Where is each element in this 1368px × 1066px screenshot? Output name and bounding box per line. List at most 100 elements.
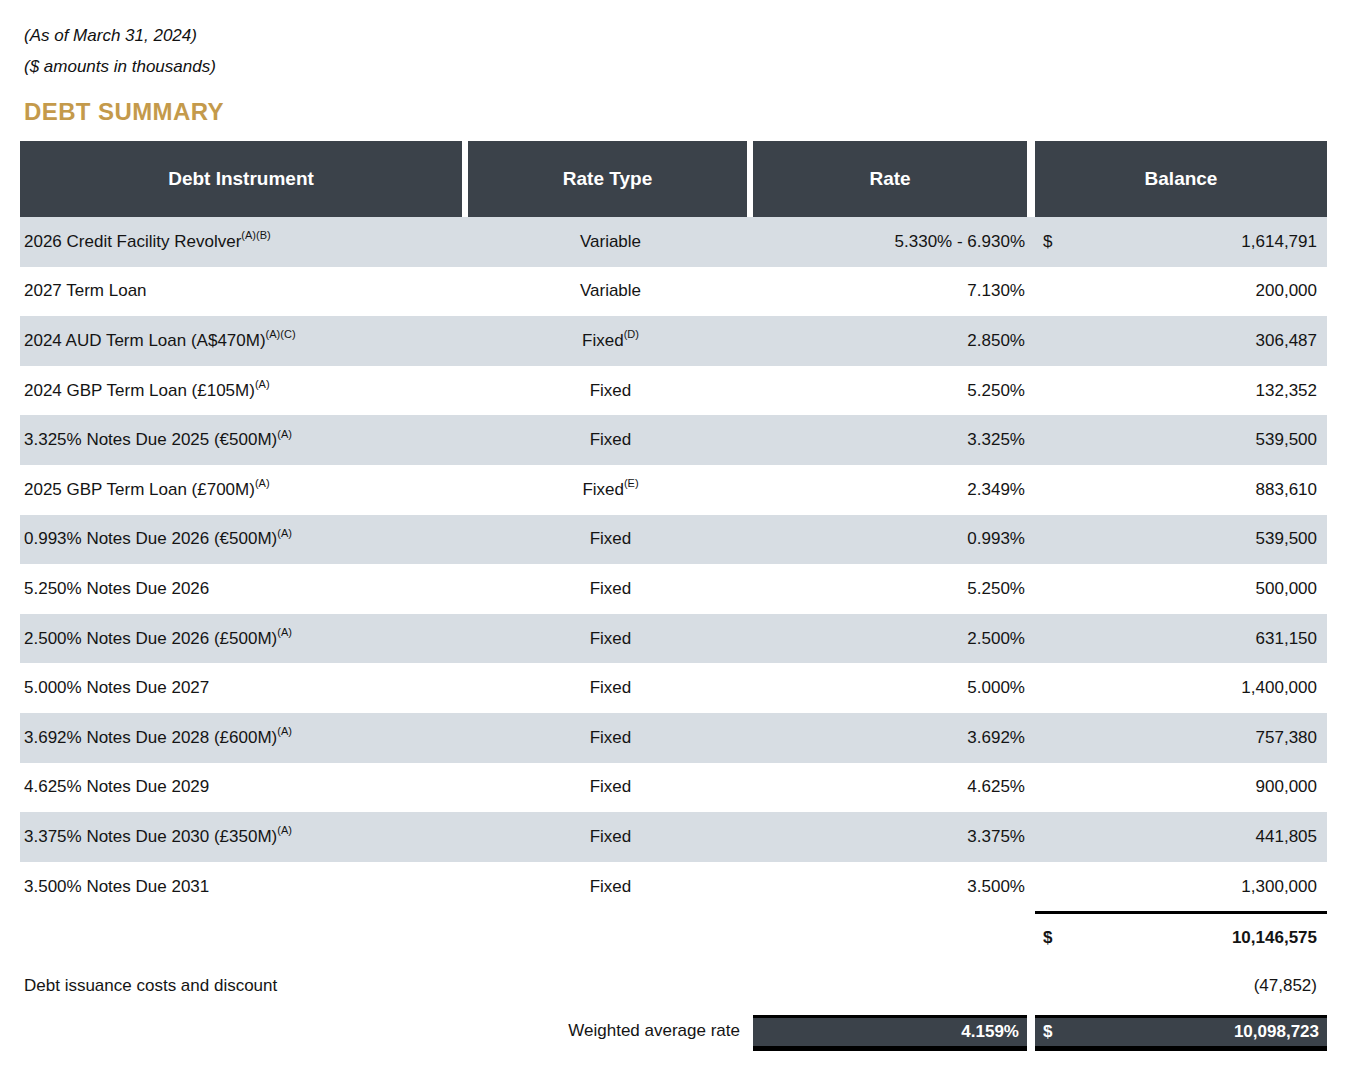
rate-type-cell: Fixed <box>468 430 753 450</box>
dollar-sign: $ <box>1043 232 1052 252</box>
footnote-superscript: (A) <box>255 378 270 390</box>
debt-instrument-cell: 5.000% Notes Due 2027 <box>20 678 468 698</box>
debt-issuance-label: Debt issuance costs and discount <box>20 976 1035 996</box>
total-balance-cell: $ 10,098,723 <box>1035 1015 1327 1048</box>
balance-cell: 539,500 <box>1035 430 1327 450</box>
table-row: 4.625% Notes Due 2029 Fixed 4.625% 900,0… <box>20 763 1327 813</box>
rate-cell: 5.330% - 6.930% <box>753 232 1035 252</box>
rate-type-cell: Fixed <box>468 877 753 897</box>
rate-cell: 5.250% <box>753 381 1035 401</box>
table-row: 2024 GBP Term Loan (£105M)(A) Fixed 5.25… <box>20 366 1327 416</box>
debt-instrument-cell: 2024 GBP Term Loan (£105M)(A) <box>20 381 468 401</box>
balance-cell: 900,000 <box>1035 777 1327 797</box>
debt-issuance-row: Debt issuance costs and discount (47,852… <box>20 961 1327 1011</box>
debt-instrument-cell: 2027 Term Loan <box>20 281 468 301</box>
total-balance-value: 10,098,723 <box>1234 1022 1319 1042</box>
balance-cell: 1,400,000 <box>1035 678 1327 698</box>
rate-cell: 3.375% <box>753 827 1035 847</box>
as-of-date-line: (As of March 31, 2024) <box>24 20 1368 51</box>
column-gap <box>1027 141 1035 217</box>
footnote-superscript: (A) <box>255 477 270 489</box>
rate-cell: 3.325% <box>753 430 1035 450</box>
table-row: 3.500% Notes Due 2031 Fixed 3.500% 1,300… <box>20 862 1327 912</box>
debt-instrument-cell: 4.625% Notes Due 2029 <box>20 777 468 797</box>
balance-value: 200,000 <box>1256 281 1317 301</box>
debt-instrument-cell: 2024 AUD Term Loan (A$470M)(A)(C) <box>20 331 468 351</box>
balance-value: 500,000 <box>1256 579 1317 599</box>
subtotal-balance-cell: $ 10,146,575 <box>1035 911 1327 961</box>
table-row: 3.692% Notes Due 2028 (£600M)(A) Fixed 3… <box>20 713 1327 763</box>
balance-value: 441,805 <box>1256 827 1317 847</box>
table-row: 3.375% Notes Due 2030 (£350M)(A) Fixed 3… <box>20 812 1327 862</box>
rate-cell: 3.500% <box>753 877 1035 897</box>
debt-instrument-cell: 3.375% Notes Due 2030 (£350M)(A) <box>20 827 468 847</box>
balance-cell: 306,487 <box>1035 331 1327 351</box>
balance-cell: 200,000 <box>1035 281 1327 301</box>
footnote-superscript: (A) <box>277 626 292 638</box>
debt-instrument-cell: 3.325% Notes Due 2025 (€500M)(A) <box>20 430 468 450</box>
balance-value: 539,500 <box>1256 529 1317 549</box>
debt-issuance-value: (47,852) <box>1035 976 1327 996</box>
footnote-superscript: (A) <box>277 428 292 440</box>
rate-type-cell: Fixed(D) <box>468 331 753 351</box>
rate-type-cell: Fixed <box>468 777 753 797</box>
rate-cell: 2.500% <box>753 629 1035 649</box>
column-header-balance: Balance <box>1035 141 1327 217</box>
debt-instrument-cell: 5.250% Notes Due 2026 <box>20 579 468 599</box>
rate-type-cell: Fixed <box>468 827 753 847</box>
weighted-average-label: Weighted average rate <box>20 1021 753 1041</box>
weighted-average-row: Weighted average rate 4.159% $ 10,098,72… <box>20 1011 1327 1051</box>
table-row: 2027 Term Loan Variable 7.130% 200,000 <box>20 267 1327 317</box>
table-row: 5.250% Notes Due 2026 Fixed 5.250% 500,0… <box>20 564 1327 614</box>
footnote-superscript: (A) <box>277 824 292 836</box>
balance-cell: 500,000 <box>1035 579 1327 599</box>
rate-type-cell: Fixed <box>468 579 753 599</box>
table-row: 2025 GBP Term Loan (£700M)(A) Fixed(E) 2… <box>20 465 1327 515</box>
rate-cell: 0.993% <box>753 529 1035 549</box>
column-header-rate-type: Rate Type <box>468 141 747 217</box>
rate-cell: 5.250% <box>753 579 1035 599</box>
balance-value: 1,300,000 <box>1241 877 1317 897</box>
balance-cell: 757,380 <box>1035 728 1327 748</box>
table-row: 5.000% Notes Due 2027 Fixed 5.000% 1,400… <box>20 663 1327 713</box>
dollar-sign: $ <box>1043 1022 1052 1042</box>
debt-instrument-cell: 2026 Credit Facility Revolver(A)(B) <box>20 232 468 252</box>
column-header-rate: Rate <box>753 141 1027 217</box>
debt-instrument-cell: 3.692% Notes Due 2028 (£600M)(A) <box>20 728 468 748</box>
rate-cell: 5.000% <box>753 678 1035 698</box>
table-row: 2.500% Notes Due 2026 (£500M)(A) Fixed 2… <box>20 614 1327 664</box>
rate-type-cell: Variable <box>468 232 753 252</box>
debt-summary-page: (As of March 31, 2024) ($ amounts in tho… <box>0 0 1368 1066</box>
debt-instrument-cell: 2025 GBP Term Loan (£700M)(A) <box>20 480 468 500</box>
balance-cell: 883,610 <box>1035 480 1327 500</box>
balance-cell: 132,352 <box>1035 381 1327 401</box>
weighted-average-rate-cell: 4.159% <box>753 1015 1027 1048</box>
table-row: 2024 AUD Term Loan (A$470M)(A)(C) Fixed(… <box>20 316 1327 366</box>
footnote-superscript: (A)(C) <box>266 328 296 340</box>
rate-cell: 2.349% <box>753 480 1035 500</box>
weighted-average-rate-value: 4.159% <box>961 1022 1019 1042</box>
balance-value: 539,500 <box>1256 430 1317 450</box>
debt-instrument-cell: 0.993% Notes Due 2026 (€500M)(A) <box>20 529 468 549</box>
debt-instrument-cell: 2.500% Notes Due 2026 (£500M)(A) <box>20 629 468 649</box>
footnote-superscript: (E) <box>624 477 639 489</box>
subtotal-balance-value: 10,146,575 <box>1232 928 1317 948</box>
footnote-superscript: (A) <box>277 527 292 539</box>
rate-type-cell: Fixed <box>468 629 753 649</box>
balance-value: 900,000 <box>1256 777 1317 797</box>
table-row: 3.325% Notes Due 2025 (€500M)(A) Fixed 3… <box>20 415 1327 465</box>
balance-value: 132,352 <box>1256 381 1317 401</box>
balance-cell: 631,150 <box>1035 629 1327 649</box>
rate-type-cell: Fixed <box>468 529 753 549</box>
rate-type-cell: Variable <box>468 281 753 301</box>
table-body: 2026 Credit Facility Revolver(A)(B) Vari… <box>20 217 1327 911</box>
column-header-debt-instrument: Debt Instrument <box>20 141 462 217</box>
balance-cell: 1,300,000 <box>1035 877 1327 897</box>
footnote-superscript: (A)(B) <box>241 229 270 241</box>
rate-cell: 4.625% <box>753 777 1035 797</box>
debt-summary-table: Debt Instrument Rate Type Rate Balance 2… <box>20 141 1327 1051</box>
rate-type-cell: Fixed <box>468 678 753 698</box>
rate-cell: 7.130% <box>753 281 1035 301</box>
balance-value: 883,610 <box>1256 480 1317 500</box>
rate-type-cell: Fixed(E) <box>468 480 753 500</box>
